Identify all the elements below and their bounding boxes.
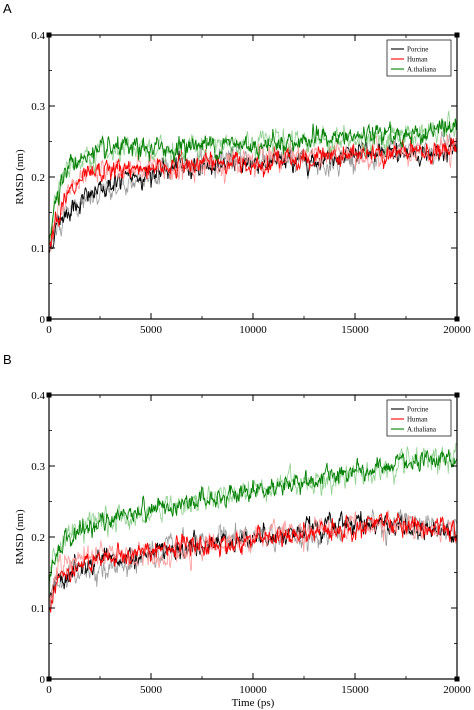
panel-b: B 0 5000 10000 15000 20000 0 0.1 0.2 0.3 0.4 RMSD (… xyxy=(3,352,471,709)
corner-marker xyxy=(46,676,52,682)
corner-marker xyxy=(454,32,460,38)
x-tick-label: 5000 xyxy=(140,684,163,696)
corner-marker xyxy=(454,392,460,398)
y-tick-label: 0.4 xyxy=(31,390,45,402)
y-tick-label: 0.1 xyxy=(31,603,45,615)
series-a-thaliana-shade-line xyxy=(49,443,457,596)
legend-label-a-thaliana: A.thaliana xyxy=(407,426,437,434)
y-tick-label: 0.3 xyxy=(31,101,45,113)
panel-letter: B xyxy=(3,352,12,367)
series-a-thaliana-line xyxy=(49,118,457,241)
y-tick-label: 0.2 xyxy=(31,532,45,544)
legend-box xyxy=(386,39,452,77)
legend-label-human: Human xyxy=(407,56,428,64)
corner-marker xyxy=(454,676,460,682)
x-tick-label: 10000 xyxy=(239,324,267,336)
y-tick-label: 0 xyxy=(40,314,46,326)
corner-marker xyxy=(454,316,460,322)
x-tick-label: 10000 xyxy=(239,684,267,696)
corner-marker xyxy=(46,32,52,38)
y-tick-label: 0.2 xyxy=(31,172,45,184)
panel-letter: A xyxy=(3,1,12,16)
legend-label-a-thaliana: A.thaliana xyxy=(407,66,437,74)
x-axis-title: Time (ps) xyxy=(232,697,275,709)
legend: Porcine Human A.thaliana xyxy=(386,399,452,437)
panel-a: A 0 5000 10000 15000 20000 0 0.1 0.2 0.3 0.4 RMSD (… xyxy=(3,1,471,336)
x-tick-label: 15000 xyxy=(341,324,369,336)
y-tick-label: 0.1 xyxy=(31,243,45,255)
series-human-line xyxy=(49,511,457,613)
x-tick-label: 20000 xyxy=(443,684,471,696)
y-axis-title: RMSD (nm) xyxy=(14,509,26,565)
legend-box xyxy=(386,399,452,437)
y-axis-title: RMSD (nm) xyxy=(14,149,26,205)
legend-label-human: Human xyxy=(407,416,428,424)
x-tick-label: 0 xyxy=(46,324,52,336)
series-layer xyxy=(49,443,457,613)
corner-marker xyxy=(46,316,52,322)
series-human-line xyxy=(49,136,457,249)
x-tick-label: 15000 xyxy=(341,684,369,696)
legend-label-porcine: Porcine xyxy=(407,46,428,54)
series-a-thaliana-line xyxy=(49,449,457,587)
x-tick-label: 5000 xyxy=(140,324,163,336)
series-layer xyxy=(49,110,457,254)
corner-marker xyxy=(46,392,52,398)
series-human-shade-line xyxy=(49,134,457,252)
y-tick-label: 0.4 xyxy=(31,30,45,42)
x-tick-label: 20000 xyxy=(443,324,471,336)
y-tick-label: 0 xyxy=(40,674,46,686)
x-tick-label: 0 xyxy=(46,684,52,696)
legend: Porcine Human A.thaliana xyxy=(386,39,452,77)
legend-label-porcine: Porcine xyxy=(407,406,428,414)
y-tick-label: 0.3 xyxy=(31,461,45,473)
